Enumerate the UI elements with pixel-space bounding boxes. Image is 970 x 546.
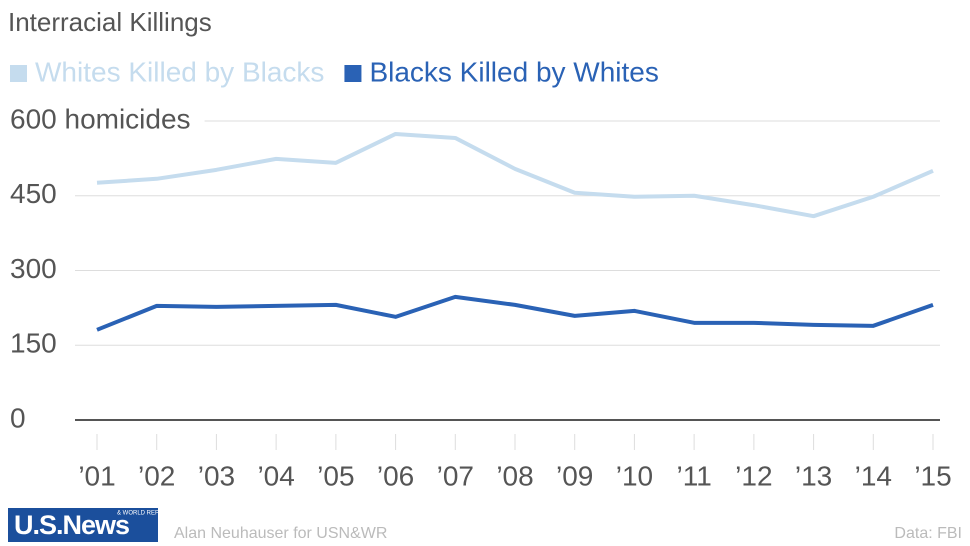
logo-box: [8, 508, 158, 542]
x-tick-label: ’09: [556, 460, 593, 491]
legend-swatch: [344, 65, 362, 82]
legend-swatch: [10, 65, 27, 82]
x-tick-label: ’11: [676, 460, 711, 491]
x-tick-label: ’08: [496, 460, 533, 491]
x-tick-label: ’14: [855, 460, 892, 491]
logo: U.S.News: [14, 510, 129, 540]
logo-sub: & WORLD REPORT: [117, 511, 172, 517]
source: Data: FBI: [894, 525, 962, 542]
chart-title: Interracial Killings: [8, 7, 212, 37]
x-tick-label: ’12: [735, 460, 772, 491]
x-tick-label: ’02: [138, 460, 175, 491]
x-tick-label: ’07: [437, 460, 474, 491]
x-tick-label: ’10: [616, 460, 653, 491]
x-tick-label: ’01: [78, 460, 115, 491]
x-tick-label: ’05: [317, 460, 354, 491]
legend-label: Blacks Killed by Whites: [369, 56, 658, 87]
y-tick-label: 600 homicides: [10, 103, 191, 134]
legend-label: Whites Killed by Blacks: [35, 56, 324, 87]
x-tick-label: ’06: [377, 460, 414, 491]
y-tick-label: 300: [10, 253, 57, 284]
series-line: [96, 294, 934, 332]
x-tick-label: ’13: [795, 460, 832, 491]
x-tick-label: ’03: [198, 460, 235, 491]
credit: Alan Neuhauser for USN&WR: [174, 525, 387, 542]
x-tick-label: ’04: [257, 460, 294, 491]
x-tick-label: ’15: [914, 460, 951, 491]
y-tick-label: 450: [10, 178, 57, 209]
y-tick-label: 0: [10, 402, 26, 433]
y-tick-label: 150: [10, 328, 57, 359]
series-line: [96, 131, 934, 219]
